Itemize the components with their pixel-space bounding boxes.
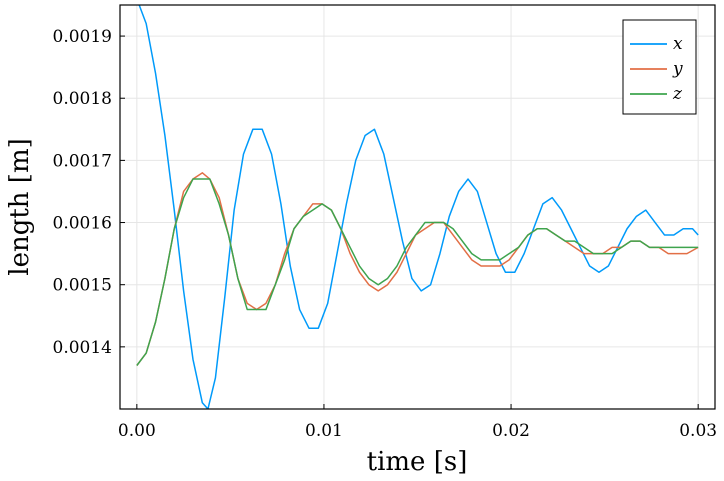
legend-label-z: z: [672, 84, 683, 104]
legend-label-x: x: [673, 34, 683, 54]
y-tick-label: 0.0018: [53, 89, 112, 109]
legend-box: [622, 19, 697, 115]
x-tick-label: 0.00: [118, 421, 156, 441]
series-line-x: [138, 5, 699, 409]
y-tick-label: 0.0016: [53, 214, 112, 234]
y-tick-label: 0.0017: [53, 151, 112, 171]
x-axis-label: time [s]: [367, 447, 468, 477]
series-line-z: [136, 178, 699, 366]
legend: xyz: [622, 19, 697, 115]
y-tick-label: 0.0015: [53, 276, 112, 296]
x-tick-label: 0.01: [305, 421, 343, 441]
x-tick-label: 0.03: [679, 421, 717, 441]
series-layer: [136, 5, 699, 409]
plot-frame: [119, 4, 716, 410]
legend-label-y: y: [672, 59, 683, 79]
x-tick-label: 0.02: [492, 421, 530, 441]
y-tick-label: 0.0014: [53, 338, 112, 358]
ticks: 0.00 0.01 0.02 0.03 0.0014 0.0015 0.0016 0.0017…: [53, 27, 718, 441]
y-axis-label: length [m]: [5, 138, 35, 276]
y-tick-label: 0.0019: [53, 27, 112, 47]
